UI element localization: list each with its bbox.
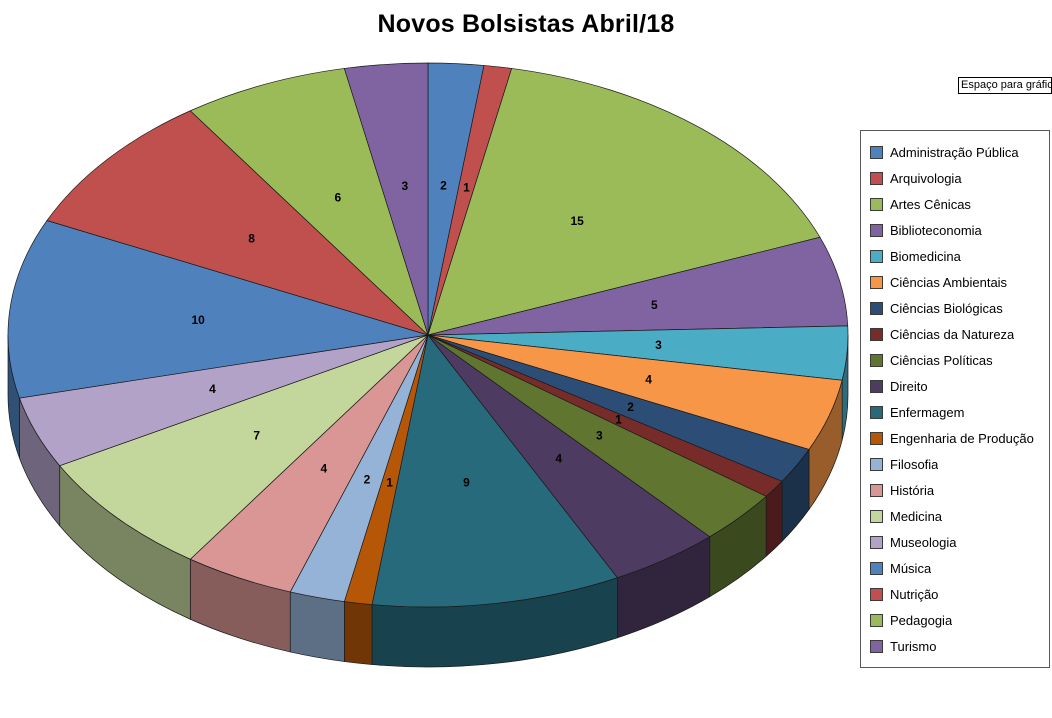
legend-item: Filosofia — [870, 451, 1045, 477]
pie-slice — [189, 68, 429, 337]
legend-swatch — [870, 275, 883, 289]
pie-slice — [343, 62, 429, 336]
legend-item-label: Filosofia — [890, 456, 939, 472]
pie-value-label: 5 — [651, 298, 658, 312]
pie-value-label: 2 — [440, 179, 447, 193]
pie-value-label: 3 — [596, 428, 603, 442]
legend-swatch — [870, 587, 883, 601]
legend-item: Turismo — [870, 633, 1045, 659]
legend-item: Ciências Ambientais — [870, 269, 1045, 295]
legend-item: Direito — [870, 373, 1045, 399]
legend-swatch — [870, 171, 883, 185]
legend-item-label: Biblioteconomia — [890, 222, 982, 238]
legend-swatch — [870, 223, 883, 237]
legend-item: Ciências Políticas — [870, 347, 1045, 373]
legend-item: Engenharia de Produção — [870, 425, 1045, 451]
pie-value-label: 7 — [253, 428, 260, 442]
legend-swatch — [870, 405, 883, 419]
pie-slice — [371, 334, 619, 608]
legend-item: Pedagogia — [870, 607, 1045, 633]
legend-swatch — [870, 561, 883, 575]
legend-item: Administração Pública — [870, 139, 1045, 165]
legend-item-label: História — [890, 482, 935, 498]
pie-value-label: 3 — [402, 179, 409, 193]
pie-slice — [46, 110, 429, 336]
legend-item-label: Arquivologia — [890, 170, 962, 186]
legend-item: Música — [870, 555, 1045, 581]
legend-swatch — [870, 639, 883, 653]
legend-swatch — [870, 249, 883, 263]
legend-item: Medicina — [870, 503, 1045, 529]
pie-value-label: 10 — [191, 313, 205, 327]
legend-swatch — [870, 483, 883, 497]
pie-value-label: 1 — [386, 476, 393, 490]
pie-sides-group — [7, 334, 849, 668]
pie-value-label: 15 — [570, 214, 584, 228]
legend-item-label: Ciências Biológicas — [890, 300, 1003, 316]
legend-item: Biomedicina — [870, 243, 1045, 269]
legend-swatch — [870, 613, 883, 627]
legend-item-label: Ciências Políticas — [890, 352, 993, 368]
legend-item-label: Biomedicina — [890, 248, 961, 264]
pie-slice — [59, 334, 429, 560]
pie-slice-side — [343, 601, 373, 665]
pie-value-label: 9 — [463, 476, 470, 490]
pie-value-label: 1 — [615, 413, 622, 427]
pie-slice — [7, 220, 429, 399]
legend-item-label: Ciências Ambientais — [890, 274, 1008, 290]
pie-slice-side — [289, 591, 345, 662]
legend-item: Biblioteconomia — [870, 217, 1045, 243]
legend-item-label: Museologia — [890, 534, 957, 550]
chart-legend: Administração Pública Arquivologia Artes C… — [860, 130, 1050, 668]
pie-value-label: 4 — [209, 382, 216, 396]
legend-item: Enfermagem — [870, 399, 1045, 425]
legend-swatch — [870, 145, 883, 159]
legend-item: Artes Cênicas — [870, 191, 1045, 217]
pie-tops-group — [7, 62, 849, 608]
legend-item: Museologia — [870, 529, 1045, 555]
pie-value-label: 2 — [364, 472, 371, 486]
pie-value-label: 8 — [248, 231, 255, 245]
legend-swatch — [870, 509, 883, 523]
legend-item-label: Música — [890, 560, 932, 576]
pie-slice — [427, 68, 821, 336]
pie-value-label: 2 — [627, 400, 634, 414]
legend-item-label: Pedagogia — [890, 612, 953, 628]
pie-value-label: 3 — [655, 338, 662, 352]
legend-item: Nutrição — [870, 581, 1045, 607]
legend-item: Arquivologia — [870, 165, 1045, 191]
legend-swatch — [870, 301, 883, 315]
legend-item-label: Ciências da Natureza — [890, 326, 1015, 342]
pie-value-label: 4 — [645, 372, 652, 386]
pie-value-label: 6 — [334, 190, 341, 204]
pie-value-label: 4 — [555, 451, 562, 465]
legend-item-label: Turismo — [890, 638, 937, 654]
legend-item-label: Artes Cênicas — [890, 196, 971, 212]
legend-swatch — [870, 431, 883, 445]
pie-slice — [427, 236, 849, 336]
legend-swatch — [870, 197, 883, 211]
legend-item: História — [870, 477, 1045, 503]
pie-value-label: 4 — [320, 462, 327, 476]
legend-item: Ciências Biológicas — [870, 295, 1045, 321]
legend-item-label: Administração Pública — [890, 144, 1019, 160]
pie-value-label: 1 — [463, 180, 470, 194]
legend-swatch — [870, 535, 883, 549]
legend-swatch — [870, 457, 883, 471]
legend-item-label: Nutrição — [890, 586, 939, 602]
legend-item-label: Direito — [890, 378, 928, 394]
legend-item-label: Medicina — [890, 508, 943, 524]
legend-swatch — [870, 327, 883, 341]
legend-item: Ciências da Natureza — [870, 321, 1045, 347]
legend-swatch — [870, 353, 883, 367]
legend-item-label: Engenharia de Produção — [890, 430, 1034, 446]
legend-swatch — [870, 379, 883, 393]
chart-title: Novos Bolsistas Abril/18 — [377, 10, 675, 38]
legend-item-label: Enfermagem — [890, 404, 965, 420]
